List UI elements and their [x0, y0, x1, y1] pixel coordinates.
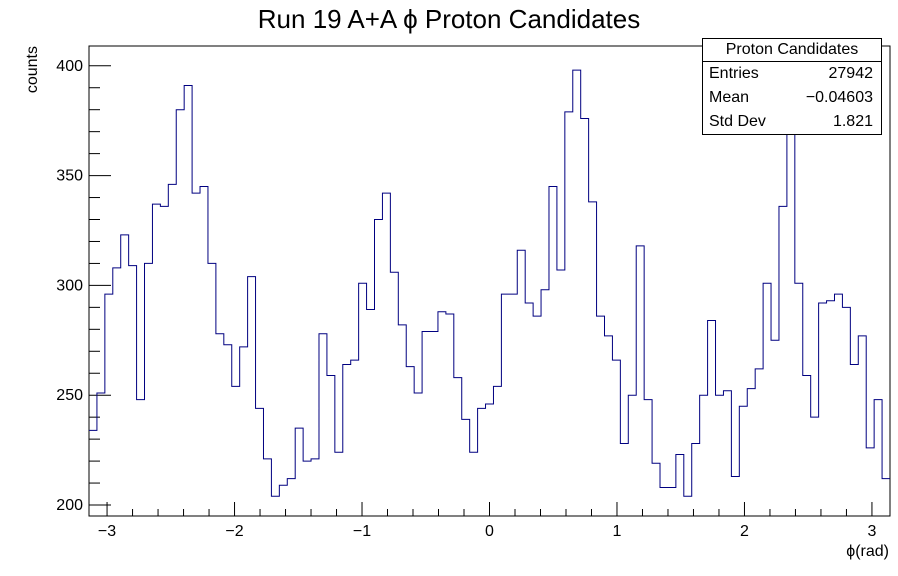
x-tick-label: 3	[867, 523, 876, 540]
y-tick-label: 250	[56, 387, 83, 404]
stats-mean-label: Mean	[709, 89, 750, 106]
x-tick-label: 0	[485, 523, 494, 540]
y-tick-label: 200	[56, 497, 83, 514]
y-axis-label: counts	[24, 46, 41, 93]
x-tick-label: 2	[740, 523, 749, 540]
stats-entries-row: Entries 27942	[703, 62, 881, 86]
chart-title: Run 19 A+A ϕ Proton Candidates	[258, 4, 640, 34]
x-tick-label: 1	[613, 523, 622, 540]
stats-std-value: 1.821	[832, 113, 873, 130]
x-tick-label: −3	[98, 523, 116, 540]
stats-entries-value: 27942	[828, 65, 874, 82]
stats-box: Proton Candidates Entries 27942 Mean −0.…	[702, 38, 882, 135]
stats-mean-value: −0.04603	[805, 89, 873, 106]
y-tick-label: 350	[56, 168, 83, 185]
x-axis-label: ϕ(rad)	[846, 543, 889, 560]
stats-mean-row: Mean −0.04603	[703, 86, 881, 110]
stats-std-label: Std Dev	[709, 113, 766, 130]
stats-title: Proton Candidates	[703, 39, 881, 62]
y-tick-label: 400	[56, 58, 83, 75]
histogram-line	[89, 69, 890, 497]
stats-std-row: Std Dev 1.821	[703, 110, 881, 134]
x-tick-label: −1	[353, 523, 371, 540]
y-tick-label: 300	[56, 277, 83, 294]
x-tick-label: −2	[225, 523, 243, 540]
stats-entries-label: Entries	[709, 65, 759, 82]
